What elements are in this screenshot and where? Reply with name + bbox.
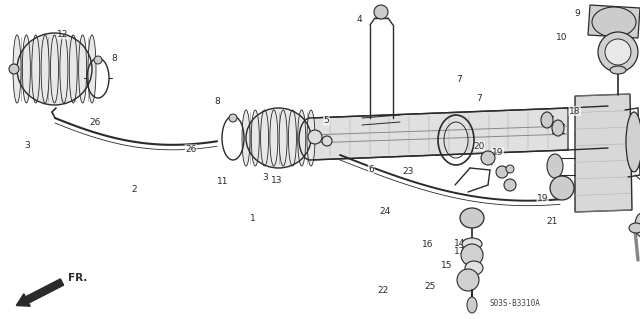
Ellipse shape [547, 154, 563, 178]
Ellipse shape [626, 112, 640, 172]
Ellipse shape [481, 151, 495, 165]
Ellipse shape [465, 261, 483, 275]
Text: 6: 6 [369, 165, 374, 174]
Ellipse shape [552, 120, 564, 136]
FancyArrow shape [17, 279, 63, 306]
Ellipse shape [17, 33, 92, 105]
Text: 18: 18 [569, 107, 580, 115]
Text: 19: 19 [537, 194, 548, 203]
Text: 14: 14 [454, 239, 465, 248]
Ellipse shape [94, 56, 102, 64]
Ellipse shape [9, 64, 19, 74]
Ellipse shape [307, 110, 315, 166]
Text: 7: 7 [476, 94, 481, 103]
Text: 15: 15 [441, 261, 452, 270]
Text: 3: 3 [24, 141, 29, 150]
Text: 23: 23 [403, 167, 414, 176]
Ellipse shape [457, 269, 479, 291]
Text: 17: 17 [454, 247, 465, 256]
Ellipse shape [598, 32, 638, 72]
Ellipse shape [270, 110, 278, 166]
Text: 8: 8 [111, 54, 116, 63]
Ellipse shape [22, 35, 30, 103]
Ellipse shape [308, 130, 322, 144]
Ellipse shape [541, 112, 553, 128]
Text: 4: 4 [357, 15, 362, 24]
Ellipse shape [322, 136, 332, 146]
Ellipse shape [252, 110, 259, 166]
Text: 3: 3 [263, 173, 268, 182]
Ellipse shape [51, 35, 58, 103]
Text: 24: 24 [380, 207, 391, 216]
Text: 11: 11 [217, 177, 228, 186]
Ellipse shape [242, 110, 250, 166]
Text: S03S-B3310A: S03S-B3310A [490, 299, 541, 308]
Ellipse shape [635, 213, 640, 237]
Ellipse shape [32, 35, 40, 103]
Ellipse shape [260, 110, 269, 166]
Polygon shape [310, 108, 568, 160]
Ellipse shape [506, 165, 514, 173]
Ellipse shape [69, 35, 77, 103]
Text: 13: 13 [271, 176, 282, 185]
Ellipse shape [605, 39, 631, 65]
Ellipse shape [79, 35, 86, 103]
Ellipse shape [229, 114, 237, 122]
Polygon shape [588, 5, 640, 38]
Ellipse shape [41, 35, 49, 103]
Ellipse shape [60, 35, 68, 103]
Ellipse shape [279, 110, 287, 166]
Text: 20: 20 [473, 142, 484, 151]
Text: 22: 22 [377, 286, 388, 295]
Text: 12: 12 [57, 30, 68, 39]
Text: 7: 7 [457, 75, 462, 84]
Text: 26: 26 [89, 118, 100, 127]
Text: 16: 16 [422, 241, 433, 249]
Text: 26: 26 [185, 145, 196, 154]
Ellipse shape [88, 35, 96, 103]
Ellipse shape [462, 238, 482, 250]
Ellipse shape [461, 244, 483, 266]
Text: 19: 19 [492, 148, 504, 157]
Ellipse shape [610, 66, 626, 74]
Text: 5: 5 [324, 116, 329, 125]
Text: 1: 1 [250, 214, 255, 223]
Ellipse shape [13, 35, 21, 103]
Text: 21: 21 [546, 217, 557, 226]
Ellipse shape [592, 7, 636, 37]
Text: 9: 9 [575, 9, 580, 18]
Ellipse shape [550, 176, 574, 200]
Text: 25: 25 [424, 282, 436, 291]
Text: 2: 2 [132, 185, 137, 194]
Text: 8: 8 [215, 97, 220, 106]
Ellipse shape [289, 110, 296, 166]
Ellipse shape [460, 208, 484, 228]
Ellipse shape [629, 223, 640, 233]
Ellipse shape [496, 166, 508, 178]
Text: FR.: FR. [68, 273, 88, 283]
Polygon shape [575, 94, 632, 212]
Ellipse shape [246, 108, 311, 168]
Ellipse shape [467, 297, 477, 313]
Ellipse shape [298, 110, 306, 166]
Text: 10: 10 [556, 33, 568, 42]
Ellipse shape [374, 5, 388, 19]
Ellipse shape [504, 179, 516, 191]
